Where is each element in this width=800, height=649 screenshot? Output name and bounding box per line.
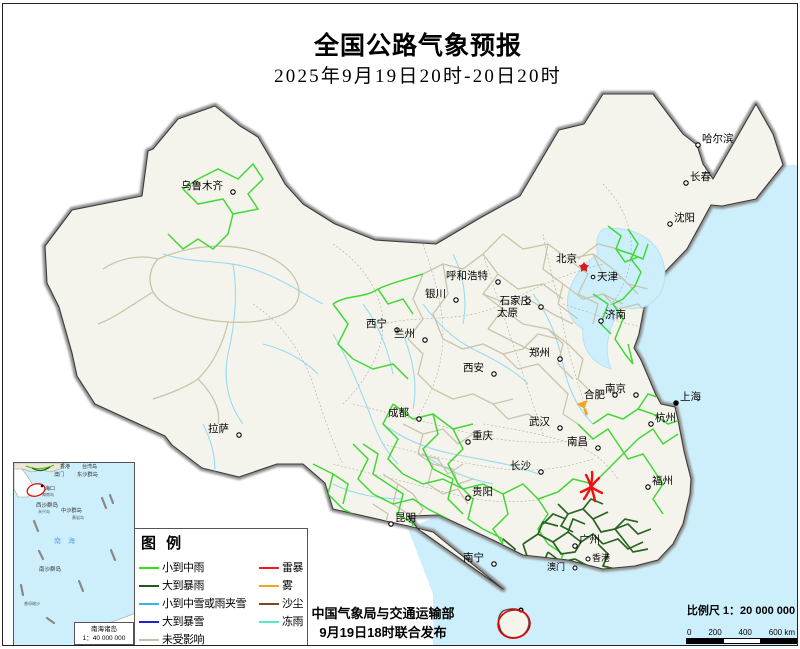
svg-text:武汉: 武汉 <box>529 415 550 428</box>
svg-text:重庆: 重庆 <box>472 429 493 442</box>
svg-text:杭州: 杭州 <box>655 411 676 424</box>
svg-text:东沙群岛: 东沙群岛 <box>77 470 98 478</box>
svg-text:昆明: 昆明 <box>395 512 416 524</box>
svg-text:沈阳: 沈阳 <box>674 211 695 224</box>
svg-text:永兴岛: 永兴岛 <box>38 508 50 514</box>
svg-text:南昌: 南昌 <box>567 435 588 448</box>
svg-text:成都: 成都 <box>388 407 409 419</box>
svg-text:黄岩岛: 黄岩岛 <box>72 514 84 520</box>
svg-text:长春: 长春 <box>690 171 711 183</box>
svg-text:海南岛: 海南岛 <box>42 491 54 497</box>
svg-text:西安: 西安 <box>463 361 484 374</box>
svg-text:太原: 太原 <box>497 306 518 319</box>
svg-text:西宁: 西宁 <box>366 317 387 330</box>
svg-text:澳门: 澳门 <box>547 561 565 572</box>
svg-text:南 海: 南 海 <box>54 536 75 545</box>
svg-text:南沙群岛: 南沙群岛 <box>39 565 62 573</box>
svg-text:天津: 天津 <box>597 271 618 283</box>
svg-text:海口: 海口 <box>45 485 55 492</box>
svg-text:北京: 北京 <box>556 252 577 265</box>
svg-text:呼和浩特: 呼和浩特 <box>446 270 488 282</box>
svg-text:乌鲁木齐: 乌鲁木齐 <box>181 179 223 192</box>
svg-text:贵阳: 贵阳 <box>472 485 493 498</box>
svg-text:合肥: 合肥 <box>584 388 605 401</box>
svg-text:长沙: 长沙 <box>510 460 531 472</box>
svg-text:福州: 福州 <box>652 474 673 487</box>
svg-text:银川: 银川 <box>425 287 446 300</box>
svg-text:澳门: 澳门 <box>54 471 64 478</box>
svg-text:台湾岛: 台湾岛 <box>82 463 97 470</box>
svg-text:曾母暗沙: 曾母暗沙 <box>24 600 40 606</box>
svg-text:香港: 香港 <box>60 463 70 470</box>
svg-text:哈尔滨: 哈尔滨 <box>702 132 734 145</box>
svg-text:西沙群岛: 西沙群岛 <box>36 501 59 509</box>
svg-text:兰州: 兰州 <box>394 327 415 340</box>
svg-text:济南: 济南 <box>605 308 626 321</box>
svg-text:广州: 广州 <box>579 534 600 546</box>
svg-text:香港: 香港 <box>592 552 610 563</box>
svg-text:南宁: 南宁 <box>463 551 484 564</box>
svg-text:郑州: 郑州 <box>529 346 550 359</box>
svg-text:上海: 上海 <box>680 390 701 403</box>
svg-text:拉萨: 拉萨 <box>208 422 229 435</box>
svg-text:中沙群岛: 中沙群岛 <box>61 506 82 514</box>
